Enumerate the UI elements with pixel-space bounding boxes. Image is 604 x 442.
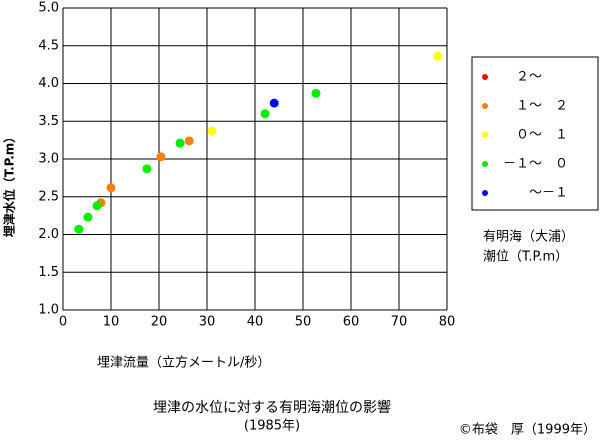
point [74,224,84,234]
point [83,212,93,222]
x-tick-label: 80 [439,315,456,330]
point [106,183,116,193]
legend-box [471,56,599,211]
point [207,126,217,136]
legend-title: 有明海（大浦） [483,230,574,245]
y-tick-label: 5.0 [38,1,59,16]
x-tick-label: 50 [295,315,312,330]
x-axis-label: 埋津流量（立方メートル/秒） [97,355,270,371]
point [311,88,321,98]
point [433,51,443,61]
legend-label: ０～ １ [503,128,568,143]
y-axis-label: 埋津水位（T.P.m） [2,131,17,238]
legend-title: 潮位（T.P.m） [483,250,568,265]
legend-swatch [482,132,488,138]
credit: ©布袋 厚（1999年） [459,423,596,438]
x-tick-label: 10 [103,315,120,330]
x-tick-label: 70 [391,315,408,330]
legend-label: －１～ ０ [503,157,568,172]
y-tick-label: 1.5 [38,265,59,280]
point [260,109,270,119]
point [175,138,185,148]
legend-label: ～－１ [503,186,568,201]
legend-swatch [482,190,488,196]
x-tick-label: 40 [247,315,264,330]
legend-swatch [482,161,488,167]
y-tick-label: 1.0 [38,303,59,318]
x-tick-label: 60 [343,315,360,330]
point [269,98,279,108]
y-tick-label: 3.0 [38,152,59,167]
point [184,136,194,146]
y-tick-label: 2.0 [38,227,59,242]
legend-swatch [482,103,488,109]
point [92,201,102,211]
y-tick-label: 3.5 [38,114,59,129]
x-tick-label: 20 [151,315,168,330]
x-tick-label: 0 [59,315,67,330]
y-tick-label: 2.5 [38,189,59,204]
point [142,164,152,174]
y-tick-label: 4.0 [38,76,59,91]
chart-subtitle: (1985年) [244,419,300,434]
chart-title: 埋津の水位に対する有明海潮位の影響 [153,399,391,416]
x-tick-label: 30 [199,315,216,330]
y-tick-label: 4.5 [38,38,59,53]
point [156,152,166,162]
legend-label: ２～ [503,70,542,85]
legend-swatch [482,74,488,80]
legend-label: １～ ２ [503,99,568,114]
